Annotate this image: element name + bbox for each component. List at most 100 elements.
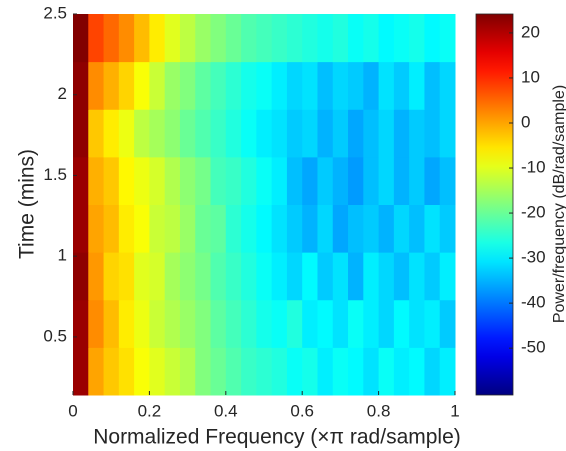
x-tick-label: 0.8 bbox=[367, 401, 391, 420]
cell bbox=[393, 299, 410, 348]
cell bbox=[164, 14, 181, 63]
cell bbox=[332, 347, 349, 396]
cell bbox=[256, 61, 273, 110]
cell bbox=[195, 14, 212, 63]
cell bbox=[409, 252, 425, 301]
cell bbox=[378, 252, 395, 301]
cell bbox=[118, 204, 135, 253]
cell bbox=[256, 252, 273, 301]
cell bbox=[256, 156, 273, 205]
cell bbox=[409, 204, 425, 253]
cell bbox=[348, 299, 364, 348]
cell bbox=[149, 299, 166, 348]
cell bbox=[164, 204, 181, 253]
cell bbox=[378, 14, 395, 63]
cell bbox=[134, 204, 150, 253]
cell bbox=[103, 299, 120, 348]
cell bbox=[332, 109, 349, 158]
cell bbox=[286, 61, 303, 110]
cell bbox=[302, 299, 318, 348]
cell bbox=[73, 299, 89, 348]
cell bbox=[393, 252, 410, 301]
cell bbox=[393, 204, 410, 253]
cell bbox=[393, 156, 410, 205]
cell bbox=[424, 156, 441, 205]
cell bbox=[439, 14, 456, 63]
cell bbox=[271, 109, 288, 158]
cell bbox=[88, 299, 105, 348]
cell bbox=[348, 14, 364, 63]
cell bbox=[363, 14, 380, 63]
cell bbox=[103, 109, 120, 158]
cell bbox=[378, 204, 395, 253]
cell bbox=[179, 347, 196, 396]
x-tick-label: 1 bbox=[450, 401, 459, 420]
cell bbox=[271, 156, 288, 205]
cell bbox=[210, 14, 227, 63]
cell bbox=[118, 109, 135, 158]
cell bbox=[164, 61, 181, 110]
cell bbox=[378, 347, 395, 396]
colorbar-tick-label: 20 bbox=[521, 22, 540, 41]
cell bbox=[439, 252, 456, 301]
cell bbox=[256, 299, 273, 348]
cell bbox=[118, 156, 135, 205]
cell bbox=[73, 156, 89, 205]
cell bbox=[378, 156, 395, 205]
cell bbox=[409, 109, 425, 158]
cell bbox=[225, 156, 242, 205]
cell bbox=[88, 61, 105, 110]
cell bbox=[73, 252, 89, 301]
cell bbox=[271, 252, 288, 301]
cell bbox=[225, 14, 242, 63]
cell bbox=[439, 299, 456, 348]
cell bbox=[439, 204, 456, 253]
cell bbox=[241, 156, 257, 205]
cell bbox=[409, 347, 425, 396]
cell bbox=[195, 61, 212, 110]
cell bbox=[271, 14, 288, 63]
cell bbox=[363, 156, 380, 205]
cell bbox=[317, 156, 334, 205]
cell bbox=[149, 156, 166, 205]
cell bbox=[118, 347, 135, 396]
cell bbox=[164, 252, 181, 301]
cell bbox=[317, 252, 334, 301]
cell bbox=[195, 252, 212, 301]
cell bbox=[103, 61, 120, 110]
cell bbox=[256, 109, 273, 158]
cell bbox=[241, 14, 257, 63]
cell bbox=[271, 204, 288, 253]
cell bbox=[225, 252, 242, 301]
cell bbox=[73, 347, 89, 396]
cell bbox=[332, 61, 349, 110]
cell bbox=[348, 109, 364, 158]
cell bbox=[439, 347, 456, 396]
cell bbox=[164, 109, 181, 158]
cell bbox=[134, 299, 150, 348]
cell bbox=[179, 61, 196, 110]
cell bbox=[241, 204, 257, 253]
cell bbox=[241, 252, 257, 301]
cell bbox=[286, 252, 303, 301]
cell bbox=[424, 299, 441, 348]
cell bbox=[88, 347, 105, 396]
cell bbox=[103, 204, 120, 253]
cell bbox=[118, 14, 135, 63]
cell bbox=[134, 109, 150, 158]
cell bbox=[134, 61, 150, 110]
y-axis-label: Time (mins) bbox=[16, 149, 39, 259]
colorbar-tick-label: 10 bbox=[521, 67, 540, 86]
cell bbox=[134, 252, 150, 301]
colorbar-tick-label: -40 bbox=[521, 293, 546, 312]
cell bbox=[134, 156, 150, 205]
cell bbox=[73, 61, 89, 110]
cell bbox=[164, 347, 181, 396]
cell bbox=[286, 156, 303, 205]
cell bbox=[348, 252, 364, 301]
cell bbox=[393, 61, 410, 110]
cell bbox=[179, 299, 196, 348]
cell bbox=[225, 61, 242, 110]
cell bbox=[317, 299, 334, 348]
cell bbox=[302, 61, 318, 110]
